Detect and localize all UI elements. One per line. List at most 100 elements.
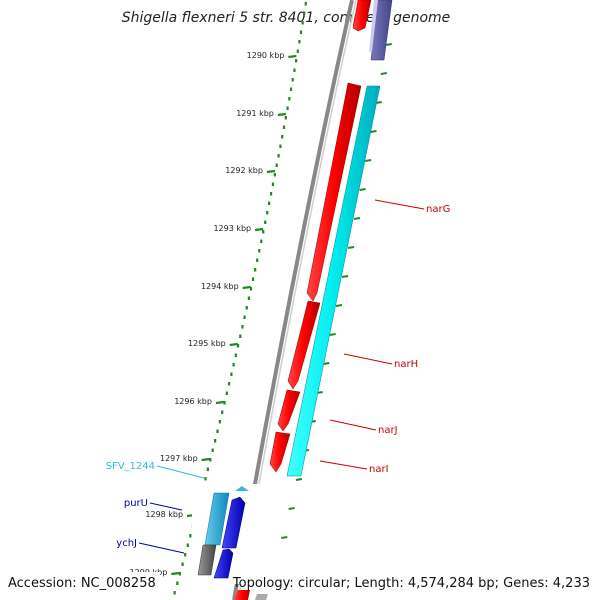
cds-SFV_1244 xyxy=(204,492,230,546)
ruler-dot xyxy=(301,21,304,25)
cds-narG xyxy=(306,82,362,302)
cds-purU xyxy=(221,496,246,549)
footer-bg-right xyxy=(258,572,600,592)
ruler-dot xyxy=(256,258,259,262)
ruler-dot xyxy=(277,154,280,158)
ruler-minor-tick xyxy=(380,72,387,75)
ruler-tick-label: 1298 kbp xyxy=(145,510,183,519)
ruler-dot xyxy=(184,553,187,557)
ruler-dot xyxy=(247,296,250,300)
ruler-dot xyxy=(282,125,286,129)
gene-label-leader xyxy=(343,353,393,365)
gene-label: narH xyxy=(394,359,418,370)
ruler-dot xyxy=(273,173,276,177)
ruler-minor-tick xyxy=(385,43,392,46)
cds-narH xyxy=(287,300,321,390)
ruler-dot xyxy=(189,534,192,538)
ruler-dot xyxy=(258,249,261,253)
gene-label-leader xyxy=(374,199,425,210)
ruler-tick-label: 1291 kbp xyxy=(236,109,274,118)
gene-label: narG xyxy=(426,204,450,215)
ruler-tick-label: 1292 kbp xyxy=(225,166,263,175)
ruler-tick-label: 1294 kbp xyxy=(201,282,239,291)
ruler-dot xyxy=(214,439,217,443)
ruler-dot xyxy=(304,2,307,6)
ruler-tick-label: 1297 kbp xyxy=(160,454,198,463)
ruler-tick-label: 1295 kbp xyxy=(188,339,226,348)
ruler-tick-label: 1293 kbp xyxy=(213,224,251,233)
ruler-dot xyxy=(286,106,289,110)
ruler-dot xyxy=(275,163,278,167)
genome-summary-text: Topology: circular; Length: 4,574,284 bp… xyxy=(232,576,590,591)
ruler-dot xyxy=(289,87,293,91)
ruler-major-tick xyxy=(255,227,264,232)
gene-labels: narG narH narJ narI SFV_1244 purU ychJ xyxy=(106,199,450,554)
rna-track xyxy=(286,85,381,477)
cds-ychJ xyxy=(213,548,234,579)
gene-label: purU xyxy=(124,498,148,509)
ruler-dot xyxy=(181,562,184,566)
gene-label: ychJ xyxy=(116,538,137,549)
ruler-dot xyxy=(176,581,179,585)
ruler-dot xyxy=(230,372,233,376)
ruler-tick-label: 1296 kbp xyxy=(174,397,212,406)
cds-ychJ-gray xyxy=(197,544,217,576)
ruler-minor-tick xyxy=(370,130,377,133)
accession-text: Accession: NC_008258 xyxy=(8,576,156,591)
ruler-minor-tick xyxy=(288,507,295,510)
ruler-minor-tick xyxy=(329,333,336,336)
ruler-minor-tick xyxy=(359,188,366,191)
ruler-dot xyxy=(211,448,214,452)
ruler-minor-tick xyxy=(323,362,330,365)
ruler-minor-tick xyxy=(353,217,361,220)
gene-label-leader xyxy=(329,419,377,431)
ruler-dot xyxy=(279,144,282,148)
ruler-dot xyxy=(209,458,212,462)
ruler-minor-tick xyxy=(281,536,288,539)
ruler-dot xyxy=(228,382,231,386)
misc-feature-top-light xyxy=(369,0,378,52)
ruler-dot xyxy=(284,116,287,120)
ruler-dot xyxy=(293,68,296,72)
ruler-dot xyxy=(206,467,209,471)
ruler-dot xyxy=(173,591,176,595)
ruler-dot xyxy=(281,135,284,139)
gene-label: narJ xyxy=(378,425,398,436)
footer-bg-left xyxy=(0,572,160,592)
ruler-dot xyxy=(288,97,291,101)
ruler-dot xyxy=(225,391,228,395)
cds-SFV_1244-arrow xyxy=(235,486,249,491)
ruler-dot xyxy=(251,277,255,281)
ruler-major-tick xyxy=(171,571,180,576)
feature-bottom-gray xyxy=(255,594,268,600)
ruler-dot xyxy=(299,30,303,34)
gene-cluster-box xyxy=(192,484,262,584)
cds-feature-top xyxy=(352,0,372,32)
ruler-major-tick xyxy=(277,112,287,117)
ruler-dot xyxy=(234,353,237,357)
ruler-major-tick xyxy=(242,285,251,290)
gene-label-leader xyxy=(319,460,368,470)
ruler-dot xyxy=(271,182,275,186)
ruler-dot xyxy=(216,429,219,433)
gene-label-leader xyxy=(149,502,183,511)
ruler-minor-tick xyxy=(364,159,372,162)
gene-label-leader xyxy=(138,542,185,554)
map-title: Shigella flexneri 5 str. 8401, complete … xyxy=(122,10,451,26)
ruler-dot xyxy=(186,543,189,547)
gene-label: SFV_1244 xyxy=(106,461,155,472)
ruler-dot xyxy=(245,306,248,310)
ruler-dot xyxy=(266,211,269,215)
ruler-major-tick xyxy=(215,400,225,405)
ruler-minor-tick xyxy=(341,275,349,278)
ruler-minor-tick xyxy=(335,304,343,307)
ruler-dot xyxy=(262,230,265,234)
ruler-dot xyxy=(269,192,273,196)
ruler-dot xyxy=(264,220,267,224)
ruler-dot xyxy=(241,325,244,329)
ruler-dot xyxy=(296,49,299,53)
ruler-dot xyxy=(254,268,257,272)
ruler-dot xyxy=(298,40,301,44)
ruler-dot xyxy=(218,420,221,424)
ruler-dot xyxy=(243,315,246,319)
